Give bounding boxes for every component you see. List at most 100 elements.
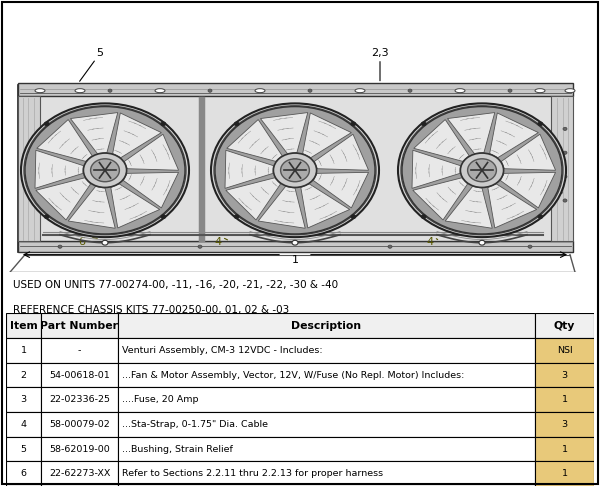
Circle shape bbox=[161, 122, 166, 126]
Bar bbox=[535, 437, 594, 461]
Bar bbox=[118, 387, 535, 412]
Polygon shape bbox=[70, 113, 118, 154]
Bar bbox=[535, 412, 594, 437]
Polygon shape bbox=[301, 184, 350, 228]
Text: -: - bbox=[78, 346, 81, 355]
Text: Venturi Assembly, CM-3 12VDC - Includes:: Venturi Assembly, CM-3 12VDC - Includes: bbox=[122, 346, 322, 355]
Text: 58-62019-00: 58-62019-00 bbox=[49, 445, 110, 453]
Bar bbox=[41, 437, 118, 461]
Polygon shape bbox=[226, 178, 281, 220]
Bar bbox=[118, 338, 535, 363]
Ellipse shape bbox=[455, 88, 465, 93]
Text: 22-62273-XX: 22-62273-XX bbox=[49, 469, 110, 478]
Polygon shape bbox=[502, 134, 556, 170]
Circle shape bbox=[351, 122, 356, 126]
Bar bbox=[18, 84, 573, 96]
Circle shape bbox=[108, 89, 112, 92]
Polygon shape bbox=[36, 178, 91, 220]
Text: 4: 4 bbox=[20, 420, 26, 429]
Bar bbox=[41, 338, 118, 363]
Circle shape bbox=[215, 106, 375, 234]
Bar bbox=[551, 96, 573, 241]
Circle shape bbox=[83, 153, 127, 188]
Polygon shape bbox=[314, 134, 368, 170]
Polygon shape bbox=[313, 173, 368, 208]
Polygon shape bbox=[113, 113, 161, 157]
Text: 1: 1 bbox=[562, 469, 568, 478]
Polygon shape bbox=[37, 120, 92, 161]
Circle shape bbox=[538, 122, 543, 126]
Polygon shape bbox=[488, 184, 536, 228]
Text: 1: 1 bbox=[20, 346, 26, 355]
Circle shape bbox=[479, 240, 485, 245]
Text: ...Bushing, Strain Relief: ...Bushing, Strain Relief bbox=[122, 445, 233, 453]
Bar bbox=[535, 461, 594, 486]
Circle shape bbox=[388, 245, 392, 248]
Bar bbox=[6, 461, 41, 486]
Text: ...Fan & Motor Assembly, Vector, 12V, W/Fuse (No Repl. Motor) Includes:: ...Fan & Motor Assembly, Vector, 12V, W/… bbox=[122, 371, 464, 380]
Circle shape bbox=[563, 151, 567, 155]
Bar bbox=[41, 313, 118, 338]
Bar bbox=[18, 85, 573, 252]
Text: Item: Item bbox=[10, 321, 38, 331]
Polygon shape bbox=[500, 173, 556, 208]
Bar bbox=[18, 96, 40, 241]
Polygon shape bbox=[445, 187, 492, 228]
Circle shape bbox=[21, 104, 189, 237]
Circle shape bbox=[58, 245, 62, 248]
Bar bbox=[41, 387, 118, 412]
Circle shape bbox=[211, 104, 379, 237]
Text: 6: 6 bbox=[79, 237, 86, 247]
Polygon shape bbox=[124, 134, 179, 170]
Ellipse shape bbox=[355, 88, 365, 93]
Text: 4: 4 bbox=[214, 237, 221, 247]
Text: ...Sta-Strap, 0-1.75" Dia. Cable: ...Sta-Strap, 0-1.75" Dia. Cable bbox=[122, 420, 268, 429]
Circle shape bbox=[402, 106, 562, 234]
Ellipse shape bbox=[155, 88, 165, 93]
Circle shape bbox=[234, 215, 239, 219]
Bar bbox=[18, 241, 573, 252]
Bar bbox=[6, 437, 41, 461]
Circle shape bbox=[563, 175, 567, 178]
Circle shape bbox=[560, 168, 563, 170]
Circle shape bbox=[161, 215, 166, 219]
Text: 22-02336-25: 22-02336-25 bbox=[49, 395, 110, 404]
Bar bbox=[118, 363, 535, 387]
Polygon shape bbox=[225, 150, 274, 189]
Polygon shape bbox=[68, 187, 115, 228]
Bar bbox=[41, 363, 118, 387]
Polygon shape bbox=[227, 120, 282, 161]
Ellipse shape bbox=[565, 88, 575, 93]
Circle shape bbox=[554, 179, 557, 182]
Text: 6: 6 bbox=[20, 469, 26, 478]
Ellipse shape bbox=[75, 88, 85, 93]
Text: USED ON UNITS 77-00274-00, -11, -16, -20, -21, -22, -30 & -40: USED ON UNITS 77-00274-00, -11, -16, -20… bbox=[13, 280, 338, 291]
Bar bbox=[535, 338, 594, 363]
Text: Part Number: Part Number bbox=[41, 321, 119, 331]
Text: 4: 4 bbox=[427, 237, 434, 247]
Bar bbox=[118, 313, 535, 338]
Polygon shape bbox=[448, 113, 495, 154]
Circle shape bbox=[538, 215, 543, 219]
Ellipse shape bbox=[535, 88, 545, 93]
Bar bbox=[118, 412, 535, 437]
Polygon shape bbox=[302, 113, 352, 157]
Circle shape bbox=[292, 240, 298, 245]
Circle shape bbox=[467, 159, 496, 182]
Polygon shape bbox=[412, 150, 460, 189]
Circle shape bbox=[44, 215, 49, 219]
Circle shape bbox=[421, 215, 426, 219]
Bar bbox=[118, 437, 535, 461]
Bar bbox=[6, 313, 41, 338]
Circle shape bbox=[563, 199, 567, 202]
Circle shape bbox=[528, 245, 532, 248]
Circle shape bbox=[508, 89, 512, 92]
Text: 1: 1 bbox=[562, 445, 568, 453]
Circle shape bbox=[234, 122, 239, 126]
Polygon shape bbox=[260, 113, 308, 154]
Text: 5: 5 bbox=[97, 48, 104, 58]
Bar bbox=[41, 412, 118, 437]
Circle shape bbox=[560, 156, 563, 158]
Circle shape bbox=[408, 89, 412, 92]
Text: 2,3: 2,3 bbox=[371, 48, 389, 58]
